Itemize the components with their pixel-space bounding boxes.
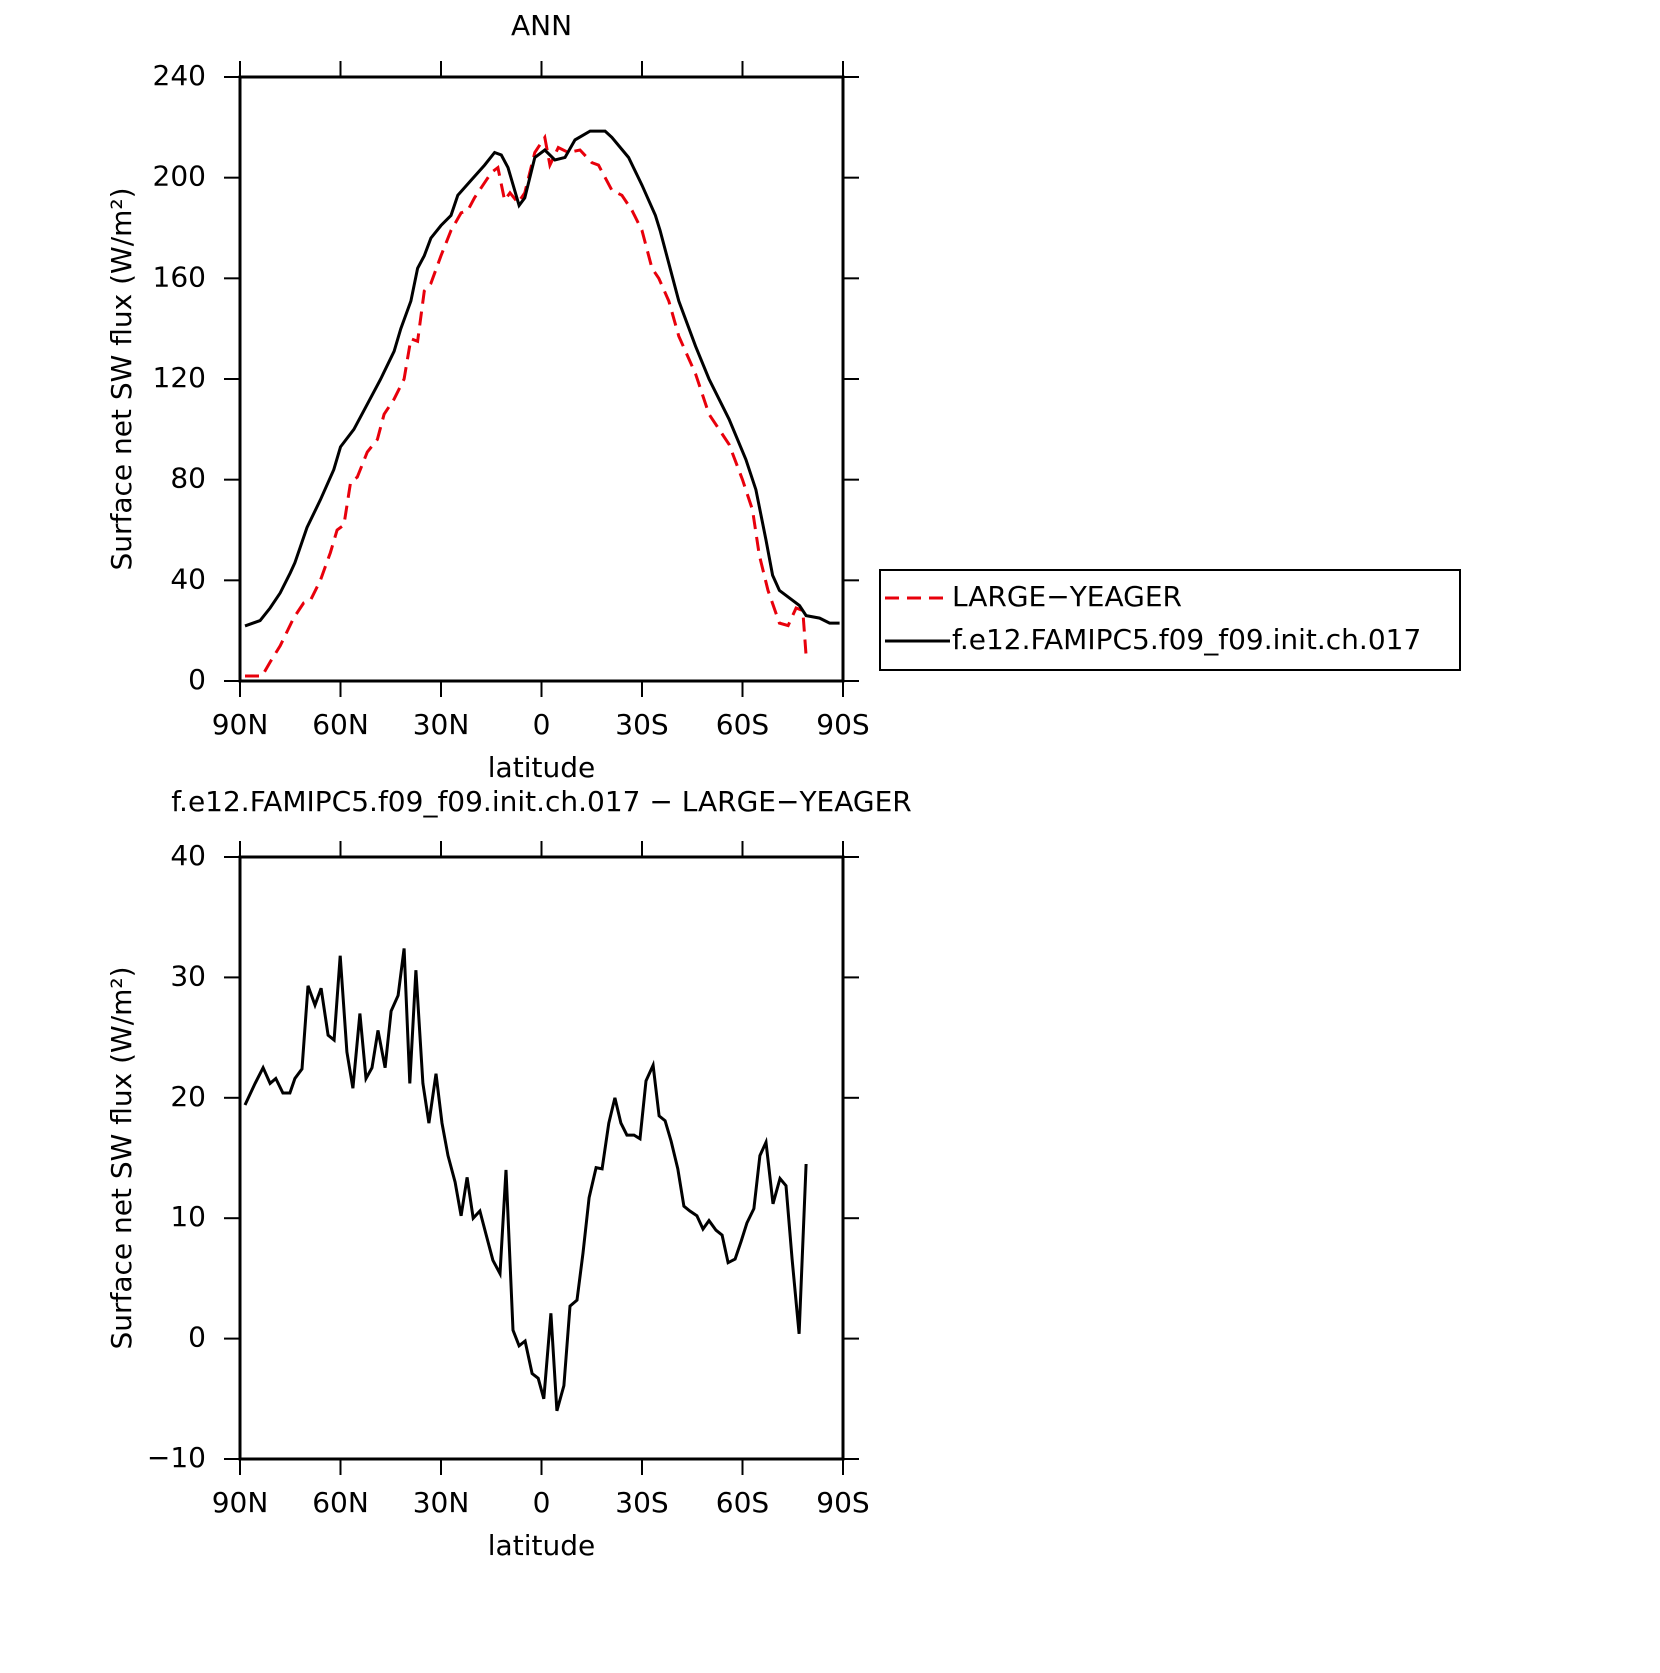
x-tick-label: 60N <box>312 708 369 741</box>
chart-title: f.e12.FAMIPC5.f09_f09.init.ch.017 − LARG… <box>171 785 912 818</box>
plot-frame <box>238 855 845 1461</box>
y-axis-label: Surface net SW flux (W/m²) <box>105 966 138 1349</box>
x-tick-label: 0 <box>533 708 551 741</box>
y-tick-label: 120 <box>153 361 206 394</box>
legend-label: f.e12.FAMIPC5.f09_f09.init.ch.017 <box>952 623 1421 656</box>
x-tick-label: 90N <box>212 1486 269 1519</box>
chart-title: ANN <box>511 9 572 42</box>
y-tick-label: 0 <box>188 663 206 696</box>
y-tick-label: 40 <box>170 839 206 872</box>
x-axis-label: latitude <box>488 751 595 784</box>
y-tick-label: 0 <box>188 1321 206 1354</box>
data-line <box>244 129 840 628</box>
x-tick-label: 0 <box>533 1486 551 1519</box>
x-tick-label: 30S <box>615 708 668 741</box>
x-tick-label: 30N <box>413 1486 470 1519</box>
y-tick-label: 80 <box>170 462 206 495</box>
x-tick-label: 90S <box>816 708 869 741</box>
legend-box <box>879 569 1461 671</box>
data-line <box>245 133 808 678</box>
x-tick-label: 30N <box>413 708 470 741</box>
y-tick-label: 40 <box>170 562 206 595</box>
y-tick-label: 20 <box>170 1080 206 1113</box>
y-tick-label: 10 <box>170 1200 206 1233</box>
x-tick-label: 90S <box>816 1486 869 1519</box>
y-tick-label: −10 <box>147 1441 206 1474</box>
x-tick-label: 30S <box>615 1486 668 1519</box>
x-tick-label: 60S <box>716 708 769 741</box>
x-tick-label: 60N <box>312 1486 369 1519</box>
legend-label: LARGE−YEAGER <box>952 580 1182 613</box>
x-axis-label: latitude <box>488 1529 595 1562</box>
y-tick-label: 30 <box>170 959 206 992</box>
y-tick-label: 240 <box>153 59 206 92</box>
plot-frame <box>238 75 845 683</box>
y-tick-label: 200 <box>153 160 206 193</box>
x-tick-label: 90N <box>212 708 269 741</box>
y-tick-label: 160 <box>153 260 206 293</box>
data-line <box>243 948 808 1412</box>
x-tick-label: 60S <box>716 1486 769 1519</box>
y-axis-label: Surface net SW flux (W/m²) <box>105 187 138 570</box>
